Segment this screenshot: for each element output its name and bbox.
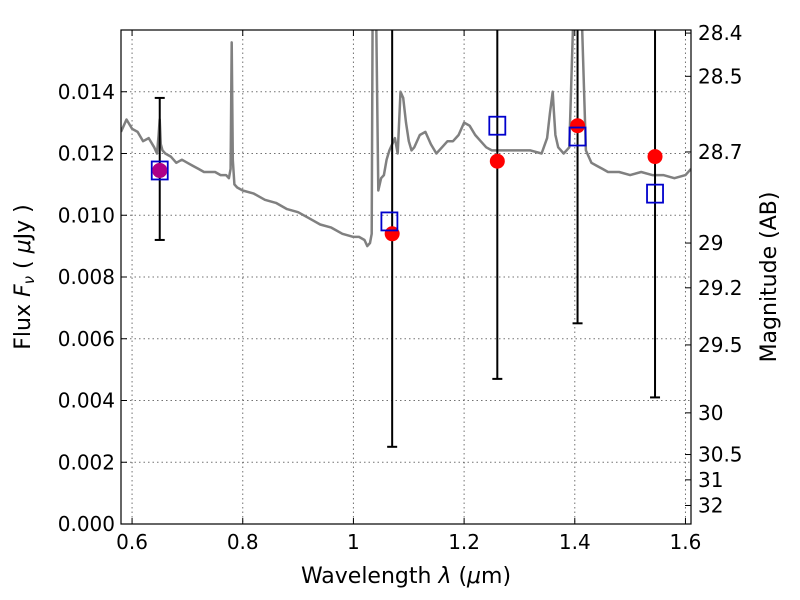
model-band-marker [646, 183, 664, 204]
model-band-marker [380, 211, 399, 232]
x-tick-label: 1.4 [559, 530, 591, 554]
y-tick-label: 0.014 [58, 80, 115, 104]
y2-axis-label: Magnitude (AB) [757, 192, 782, 363]
plot-area [121, 30, 691, 448]
y-tick-label: 0.010 [58, 203, 115, 227]
y-tick-label: 0.008 [58, 265, 115, 289]
x-tick-label: 1.2 [448, 530, 480, 554]
y2-tick-label: 28.7 [698, 140, 743, 164]
grid [121, 30, 691, 524]
x-axis-label: Wavelength λ (μm) [301, 564, 511, 589]
model-band-marker [568, 126, 587, 147]
model-band-marker [150, 160, 169, 181]
y2-tick-label: 29.2 [698, 276, 743, 300]
observed-point [489, 153, 505, 169]
observed-point [570, 118, 586, 134]
x-tick-label: 1.6 [670, 530, 702, 554]
y-tick-label: 0.006 [58, 327, 115, 351]
model-band-marker [488, 115, 507, 136]
y2-tick-label: 30 [698, 401, 723, 425]
x-tick-label: 0.6 [116, 530, 148, 554]
y2-tick-label: 31 [698, 468, 723, 492]
y-tick-label: 0.002 [58, 450, 115, 474]
y-tick-label: 0.012 [58, 142, 115, 166]
axis-ticks: 0.6 0.8 1 1.2 1.4 1.6 0.000 0.002 0.004 0.006 0.00… [58, 21, 743, 554]
y2-tick-label: 29.5 [698, 333, 743, 357]
y2-tick-label: 32 [698, 493, 723, 517]
y-tick-label: 0.000 [58, 512, 115, 536]
observed-point-overlap [152, 162, 168, 178]
y2-tick-label: 29 [698, 231, 723, 255]
model-spectrum-line [121, 30, 691, 248]
observed-point [647, 149, 663, 165]
model-band-markers [150, 115, 664, 232]
y-tick-label: 0.004 [58, 389, 115, 413]
y2-tick-label: 30.5 [698, 443, 743, 467]
y2-tick-label: 28.4 [698, 21, 743, 45]
x-tick-label: 0.8 [227, 530, 259, 554]
y-axis-label: Flux Fν ( μJy ) [11, 204, 38, 349]
y2-tick-label: 28.5 [698, 64, 743, 88]
x-tick-label: 1 [347, 530, 360, 554]
